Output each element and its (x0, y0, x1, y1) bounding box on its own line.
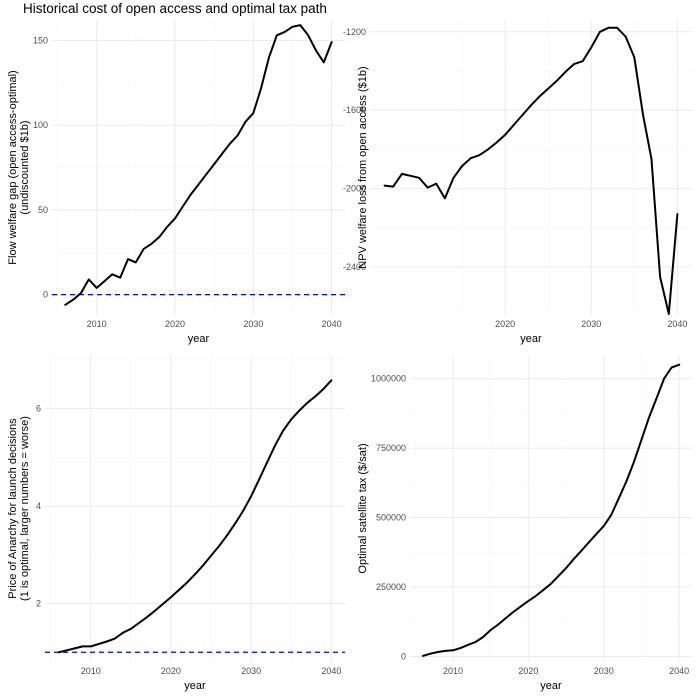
panel-price-of-anarchy: 2010 2020 2030 2040 2 4 6 year Price of Anarchy … (7, 355, 345, 692)
page-title: Historical cost of open access and optim… (23, 1, 327, 16)
x-tick-label: 2020 (165, 319, 185, 329)
y-tick-label: -1200 (343, 27, 366, 37)
x-axis-title: year (188, 333, 210, 345)
y-tick-label: 500000 (376, 513, 406, 523)
y-tick-label: 2 (36, 599, 41, 609)
x-axis-title: year (520, 333, 542, 345)
x-tick-label: 2020 (161, 666, 181, 676)
y-tick-label: 0 (401, 651, 406, 661)
y-axis-title: Price of Anarchy for launch decisions (7, 418, 19, 599)
series-line (421, 363, 681, 657)
y-axis-title: NPV welfare loss from open access ($1b) (357, 66, 369, 268)
series-line (64, 24, 333, 306)
y-axis-title: (1 is optimal, larger numbers = worse) (19, 416, 31, 601)
y-tick-label: 4 (36, 501, 41, 511)
x-axis-title: year (184, 680, 206, 692)
x-axis-title: year (540, 680, 562, 692)
y-tick-label: 0 (43, 290, 48, 300)
panel-optimal-tax: 2010 2020 2030 2040 0 250000 500000 750000 10000… (357, 355, 692, 692)
y-axis-title: (undiscounted $1b) (19, 120, 31, 214)
series-line (383, 26, 679, 315)
panel-flow-welfare-gap: 2010 2020 2030 2040 0 50 100 150 year Flow welfar… (7, 20, 345, 345)
x-tick-label: 2040 (321, 666, 341, 676)
y-tick-label: 250000 (376, 582, 406, 592)
x-tick-label: 2030 (241, 666, 261, 676)
x-tick-label: 2030 (594, 666, 614, 676)
y-tick-label: 6 (36, 404, 41, 414)
y-axis-title: Flow welfare gap (open access-optimal) (7, 70, 19, 264)
panel-npv-welfare-loss: 2020 2030 2040 -2400 -2000 -1600 -1200 year NPV … (343, 20, 692, 345)
y-tick-label: 50 (38, 205, 48, 215)
x-tick-label: 2030 (243, 319, 263, 329)
y-tick-label: 1000000 (371, 374, 406, 384)
x-tick-label: 2010 (81, 666, 101, 676)
x-tick-label: 2020 (495, 319, 515, 329)
series-line (57, 379, 333, 654)
x-tick-label: 2020 (518, 666, 538, 676)
y-tick-label: 100 (33, 120, 48, 130)
y-tick-label: -2400 (343, 262, 366, 272)
x-tick-label: 2010 (443, 666, 463, 676)
x-tick-label: 2010 (87, 319, 107, 329)
x-tick-label: 2040 (322, 319, 342, 329)
y-tick-label: 750000 (376, 443, 406, 453)
x-tick-label: 2040 (667, 319, 687, 329)
x-tick-label: 2040 (669, 666, 689, 676)
y-tick-label: -2000 (343, 184, 366, 194)
y-axis-title: Optimal satellite tax ($/sat) (357, 443, 369, 573)
x-tick-label: 2030 (581, 319, 601, 329)
y-tick-label: -1600 (343, 105, 366, 115)
y-tick-label: 150 (33, 35, 48, 45)
